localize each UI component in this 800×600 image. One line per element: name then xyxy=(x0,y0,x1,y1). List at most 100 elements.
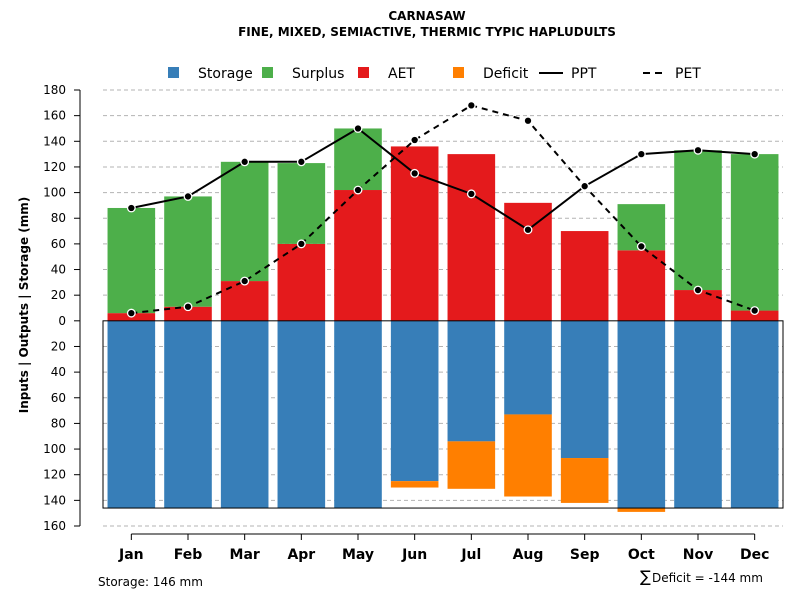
storage-bar xyxy=(220,320,269,509)
x-tick-label: Jun xyxy=(401,547,427,563)
chart-subtitle: FINE, MIXED, SEMIACTIVE, THERMIC TYPIC H… xyxy=(238,25,616,39)
pet-point xyxy=(466,100,476,110)
ppt-point xyxy=(523,225,533,235)
deficit-bar xyxy=(447,441,496,489)
storage-capacity-box xyxy=(102,320,784,509)
x-tick-label: Dec xyxy=(740,547,769,563)
pet-point xyxy=(353,185,363,195)
x-tick-label: Apr xyxy=(287,547,315,563)
aet-bar xyxy=(730,310,779,321)
storage-bar xyxy=(730,320,779,509)
legend-label: PPT xyxy=(571,66,597,82)
chart-title: CARNASAW xyxy=(388,9,465,23)
legend-label: Deficit xyxy=(483,66,529,82)
ppt-point xyxy=(693,145,703,155)
storage-bar xyxy=(560,320,609,459)
legend-label: Storage xyxy=(198,66,253,82)
ppt-point xyxy=(636,149,646,159)
legend-label: PET xyxy=(675,66,701,82)
aet-bar xyxy=(674,290,722,321)
storage-bar xyxy=(674,320,722,509)
pet-point xyxy=(750,306,760,316)
deficit-bar xyxy=(504,414,552,497)
aet-bar xyxy=(447,154,496,321)
x-tick-label: May xyxy=(342,547,374,563)
surplus-bar xyxy=(220,161,269,282)
y-tick-label: 120 xyxy=(43,468,66,482)
pet-point xyxy=(183,302,193,312)
x-tick-label: Jan xyxy=(118,547,144,563)
y-tick-label: 40 xyxy=(51,263,66,277)
aet-bar xyxy=(164,306,212,321)
pet-point xyxy=(240,276,250,286)
pet-point xyxy=(693,285,703,295)
y-tick-label: 140 xyxy=(43,134,66,148)
legend-label: AET xyxy=(388,66,415,82)
ppt-point xyxy=(750,149,760,159)
x-tick-label: Mar xyxy=(230,547,260,563)
ppt-point xyxy=(296,157,306,167)
deficit-footnote: Deficit = -144 mm xyxy=(652,571,763,585)
y-tick-label: 160 xyxy=(43,109,66,123)
y-tick-label: 60 xyxy=(51,391,66,405)
series-lines xyxy=(126,100,760,318)
y-tick-label: 60 xyxy=(51,237,66,251)
legend-swatch xyxy=(168,67,179,78)
x-tick-label: Jul xyxy=(460,547,481,563)
storage-bar xyxy=(334,320,382,509)
aet-bar xyxy=(617,250,666,321)
legend-swatch xyxy=(262,67,273,78)
storage-bar xyxy=(277,320,326,509)
y-tick-label: 80 xyxy=(51,416,66,430)
storage-footnote: Storage: 146 mm xyxy=(98,575,203,589)
legend-swatch xyxy=(358,67,369,78)
storage-bar xyxy=(107,320,156,509)
pet-point xyxy=(636,241,646,251)
storage-bar xyxy=(504,320,552,415)
ppt-point xyxy=(183,191,193,201)
x-tick-label: Oct xyxy=(628,547,655,563)
surplus-bar xyxy=(730,154,779,311)
x-tick-label: Feb xyxy=(174,547,203,563)
ppt-point xyxy=(353,124,363,133)
ppt-point xyxy=(466,189,476,199)
sum-icon: ∑ xyxy=(640,567,651,586)
y-tick-label: 20 xyxy=(51,288,66,302)
ppt-point xyxy=(580,181,590,191)
pet-point xyxy=(410,135,420,145)
ppt-point xyxy=(126,203,136,213)
legend-swatch xyxy=(453,67,464,78)
storage-bar xyxy=(617,320,666,509)
deficit-bar xyxy=(617,508,666,512)
pet-point xyxy=(126,308,136,318)
surplus-bar xyxy=(107,207,156,314)
gridlines xyxy=(103,89,783,527)
ppt-point xyxy=(240,157,250,167)
y-tick-label: 100 xyxy=(43,442,66,456)
x-tick-label: Nov xyxy=(683,547,713,563)
y-axis: 160 140 120 100 80 60 40 20 0 20 40 60 80 100 120 140 16… xyxy=(43,83,81,533)
aet-bar xyxy=(560,231,609,321)
storage-bar xyxy=(390,320,439,482)
bars xyxy=(102,128,784,512)
surplus-bar xyxy=(277,163,326,244)
y-axis-title: Inputs | Outputs | Storage (mm) xyxy=(17,197,31,414)
storage-bar xyxy=(447,320,496,442)
y-tick-label: 80 xyxy=(51,211,66,225)
y-tick-label: 160 xyxy=(43,519,66,533)
storage-bar xyxy=(164,320,212,509)
deficit-bar xyxy=(390,481,439,488)
y-tick-label: 40 xyxy=(51,365,66,379)
legend: Storage Surplus AET Deficit PPT PET xyxy=(168,66,701,82)
y-tick-label: 0 xyxy=(58,314,66,328)
ppt-line xyxy=(131,127,755,231)
x-axis: Jan Feb Mar Apr May Jun Jul Aug Sep Oct Nov Dec xyxy=(118,533,769,563)
aet-bar xyxy=(504,202,552,321)
y-tick-label: 20 xyxy=(51,339,66,353)
pet-point xyxy=(523,116,533,126)
y-tick-label: 120 xyxy=(43,160,66,174)
surplus-bar xyxy=(674,150,722,291)
legend-label: Surplus xyxy=(292,66,344,82)
deficit-bar xyxy=(560,458,609,503)
surplus-bar xyxy=(164,196,212,307)
